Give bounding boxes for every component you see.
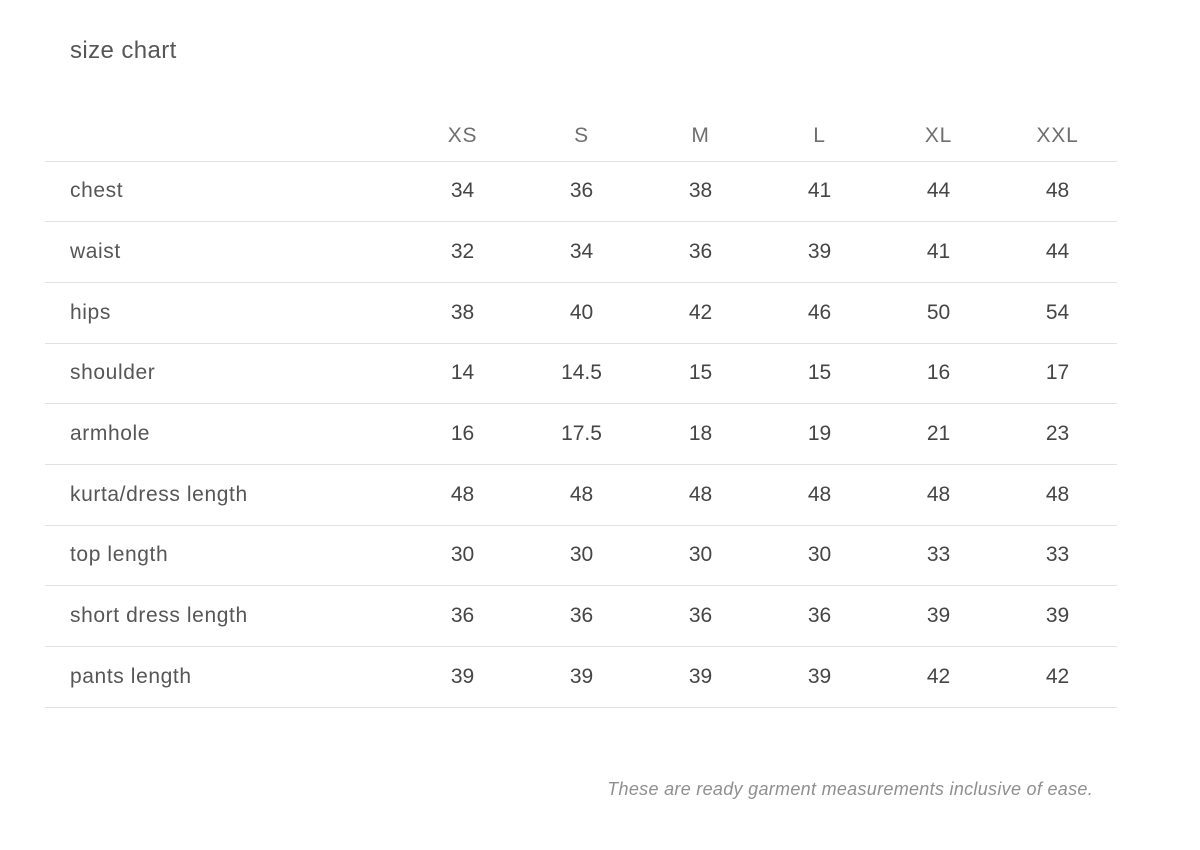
table-row-hips: hips 38 40 42 46 50 54 xyxy=(45,282,1117,344)
cell-shoulder-m: 15 xyxy=(641,343,760,405)
cell-armhole-l: 19 xyxy=(760,403,879,465)
row-label-top-length: top length xyxy=(45,525,403,587)
column-header-xxl: XXL xyxy=(998,111,1117,162)
cell-waist-s: 34 xyxy=(522,221,641,283)
cell-waist-xxl: 44 xyxy=(998,221,1117,283)
cell-hips-l: 46 xyxy=(760,282,879,344)
footnote: These are ready garment measurements inc… xyxy=(607,779,1093,799)
cell-pants-length-m: 39 xyxy=(641,646,760,708)
column-header-m: M xyxy=(641,111,760,162)
cell-chest-m: 38 xyxy=(641,161,760,223)
column-header-l: L xyxy=(760,111,879,162)
cell-pants-length-xl: 42 xyxy=(879,646,998,708)
corner-cell xyxy=(45,111,403,162)
row-label-chest: chest xyxy=(45,161,403,223)
cell-shoulder-l: 15 xyxy=(760,343,879,405)
cell-chest-xxl: 48 xyxy=(998,161,1117,223)
cell-pants-length-xxl: 42 xyxy=(998,646,1117,708)
cell-chest-l: 41 xyxy=(760,161,879,223)
table-row-shoulder: shoulder 14 14.5 15 15 16 17 xyxy=(45,343,1117,405)
table-row-top-length: top length 30 30 30 30 33 33 xyxy=(45,525,1117,587)
cell-top-length-l: 30 xyxy=(760,525,879,587)
column-header-xl: XL xyxy=(879,111,998,162)
cell-shoulder-xl: 16 xyxy=(879,343,998,405)
table-header-row: XS S M L XL XXL xyxy=(45,111,1117,162)
cell-armhole-xl: 21 xyxy=(879,403,998,465)
table-row-chest: chest 34 36 38 41 44 48 xyxy=(45,161,1117,223)
cell-waist-xl: 41 xyxy=(879,221,998,283)
row-label-shoulder: shoulder xyxy=(45,343,403,405)
cell-short-dress-length-l: 36 xyxy=(760,585,879,647)
cell-hips-xs: 38 xyxy=(403,282,522,344)
cell-waist-xs: 32 xyxy=(403,221,522,283)
cell-kurta-dress-length-xl: 48 xyxy=(879,464,998,526)
row-label-kurta-dress-length: kurta/dress length xyxy=(45,464,403,526)
size-chart-table: XS S M L XL XXL chest 34 36 38 41 44 48 … xyxy=(45,111,1117,708)
row-label-hips: hips xyxy=(45,282,403,344)
row-label-waist: waist xyxy=(45,221,403,283)
cell-armhole-xxl: 23 xyxy=(998,403,1117,465)
page-title: size chart xyxy=(70,37,177,64)
cell-short-dress-length-s: 36 xyxy=(522,585,641,647)
cell-top-length-m: 30 xyxy=(641,525,760,587)
cell-top-length-xs: 30 xyxy=(403,525,522,587)
row-label-pants-length: pants length xyxy=(45,646,403,708)
cell-shoulder-xxl: 17 xyxy=(998,343,1117,405)
cell-kurta-dress-length-m: 48 xyxy=(641,464,760,526)
table-row-armhole: armhole 16 17.5 18 19 21 23 xyxy=(45,403,1117,465)
cell-kurta-dress-length-l: 48 xyxy=(760,464,879,526)
row-label-armhole: armhole xyxy=(45,403,403,465)
cell-short-dress-length-xs: 36 xyxy=(403,585,522,647)
cell-top-length-xxl: 33 xyxy=(998,525,1117,587)
cell-short-dress-length-m: 36 xyxy=(641,585,760,647)
cell-kurta-dress-length-xxl: 48 xyxy=(998,464,1117,526)
cell-hips-xxl: 54 xyxy=(998,282,1117,344)
table-row-kurta-dress-length: kurta/dress length 48 48 48 48 48 48 xyxy=(45,464,1117,526)
row-label-short-dress-length: short dress length xyxy=(45,585,403,647)
table-row-short-dress-length: short dress length 36 36 36 36 39 39 xyxy=(45,585,1117,647)
cell-pants-length-xs: 39 xyxy=(403,646,522,708)
cell-short-dress-length-xl: 39 xyxy=(879,585,998,647)
cell-hips-s: 40 xyxy=(522,282,641,344)
cell-shoulder-xs: 14 xyxy=(403,343,522,405)
cell-top-length-s: 30 xyxy=(522,525,641,587)
cell-kurta-dress-length-xs: 48 xyxy=(403,464,522,526)
cell-hips-m: 42 xyxy=(641,282,760,344)
cell-kurta-dress-length-s: 48 xyxy=(522,464,641,526)
cell-short-dress-length-xxl: 39 xyxy=(998,585,1117,647)
table-row-pants-length: pants length 39 39 39 39 42 42 xyxy=(45,646,1117,708)
cell-chest-xs: 34 xyxy=(403,161,522,223)
column-header-s: S xyxy=(522,111,641,162)
cell-chest-xl: 44 xyxy=(879,161,998,223)
column-header-xs: XS xyxy=(403,111,522,162)
cell-shoulder-s: 14.5 xyxy=(522,343,641,405)
cell-hips-xl: 50 xyxy=(879,282,998,344)
cell-armhole-s: 17.5 xyxy=(522,403,641,465)
cell-chest-s: 36 xyxy=(522,161,641,223)
table-row-waist: waist 32 34 36 39 41 44 xyxy=(45,221,1117,283)
cell-waist-m: 36 xyxy=(641,221,760,283)
cell-pants-length-l: 39 xyxy=(760,646,879,708)
cell-armhole-m: 18 xyxy=(641,403,760,465)
cell-waist-l: 39 xyxy=(760,221,879,283)
cell-pants-length-s: 39 xyxy=(522,646,641,708)
cell-armhole-xs: 16 xyxy=(403,403,522,465)
cell-top-length-xl: 33 xyxy=(879,525,998,587)
